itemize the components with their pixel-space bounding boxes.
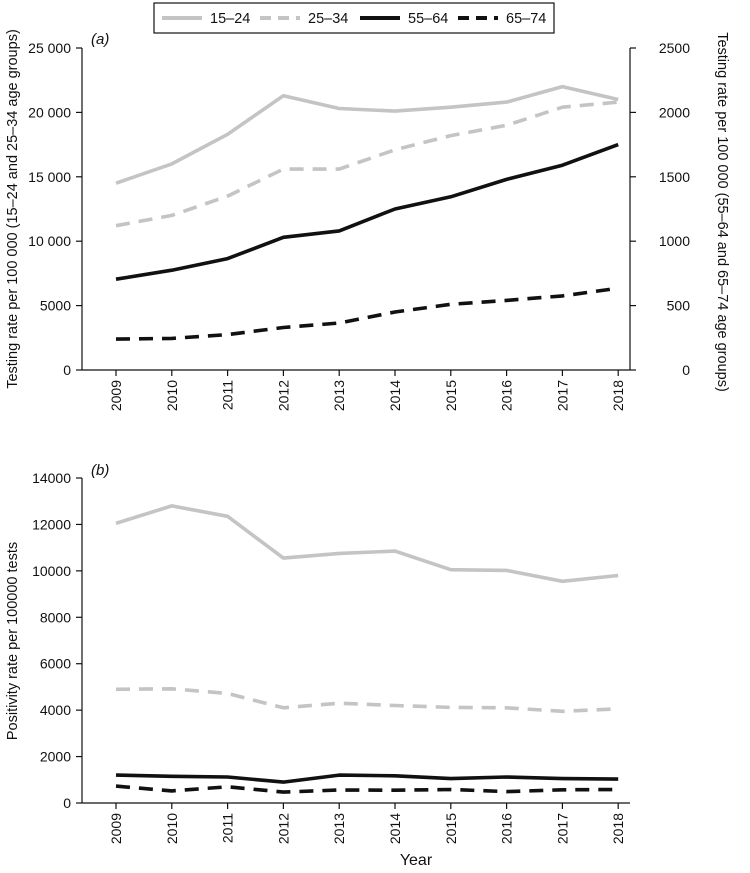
y-tick-label: 2000 xyxy=(40,749,71,765)
legend-label-25-34: 25–34 xyxy=(308,11,348,27)
x-tick-label: 2014 xyxy=(387,380,403,411)
x-tick-label: 2016 xyxy=(499,813,515,844)
y-tick-label: 0 xyxy=(63,795,71,811)
x-tick-label: 2018 xyxy=(610,813,626,844)
y-tick-label: 10 000 xyxy=(28,233,71,249)
y2-tick-label: 1000 xyxy=(659,233,690,249)
panel-a-series xyxy=(115,84,619,341)
y-tick-label: 15 000 xyxy=(28,169,71,185)
panel-b-label: (b) xyxy=(91,462,109,479)
x-tick-label: 2012 xyxy=(275,813,291,844)
panel-b-series xyxy=(115,504,619,794)
y2-tick-label: 2000 xyxy=(659,104,690,120)
x-tick-label: 2017 xyxy=(554,813,570,844)
x-tick-label: 2017 xyxy=(554,380,570,411)
y2-tick-label: 500 xyxy=(667,298,691,314)
legend-box xyxy=(153,2,555,34)
x-tick-label: 2013 xyxy=(331,813,347,844)
series-line-15-24 xyxy=(115,504,619,584)
panel-b-x-axis-title: Year xyxy=(400,852,433,869)
panel-b: (b) Positivity rate per 100000 tests Yea… xyxy=(5,462,630,869)
series-line-55-64 xyxy=(115,142,619,281)
series-line-65-74 xyxy=(115,784,619,794)
legend-label-55-64: 55–64 xyxy=(408,11,448,27)
y-tick-label: 4000 xyxy=(40,702,71,718)
y-tick-label: 6000 xyxy=(40,656,71,672)
x-tick-label: 2015 xyxy=(443,380,459,411)
series-line-25-34 xyxy=(115,100,619,228)
y-tick-label: 14000 xyxy=(32,470,71,486)
y2-tick-label: 0 xyxy=(682,362,690,378)
series-line-55-64 xyxy=(115,773,619,784)
panel-a-y2-axis-title: Testing rate per 100 000 (55–64 and 65–7… xyxy=(714,32,730,392)
series-line-15-24 xyxy=(115,84,619,185)
x-tick-label: 2010 xyxy=(164,813,180,844)
panel-b-ticks: 0 2000 4000 6000 8000 10000 12000 14000 2009 2010… xyxy=(32,470,626,844)
y-tick-label: 20 000 xyxy=(28,104,71,120)
x-tick-label: 2012 xyxy=(275,380,291,411)
y-tick-label: 25 000 xyxy=(28,40,71,56)
y-tick-label: 8000 xyxy=(40,609,71,625)
y-tick-label: 5000 xyxy=(40,298,71,314)
x-tick-label: 2016 xyxy=(499,380,515,411)
legend-label-65-74: 65–74 xyxy=(506,11,546,27)
x-tick-label: 2018 xyxy=(610,380,626,411)
series-line-25-34 xyxy=(115,686,619,714)
legend: 15–24 25–34 55–64 65–74 xyxy=(153,2,555,34)
panel-a-ticks: 0 5000 10 000 15 000 20 000 25 000 0 500 1000 150… xyxy=(28,40,690,411)
y-tick-label: 0 xyxy=(63,362,71,378)
x-tick-label: 2013 xyxy=(331,380,347,411)
x-tick-label: 2014 xyxy=(387,813,403,844)
x-tick-label: 2009 xyxy=(108,813,124,844)
panel-a: (a) Testing rate per 100 000 (15–24 and … xyxy=(5,29,730,411)
x-tick-label: 2009 xyxy=(108,380,124,411)
series-line-65-74 xyxy=(115,286,619,341)
legend-label-15-24: 15–24 xyxy=(210,11,250,27)
x-tick-label: 2011 xyxy=(220,813,236,843)
x-tick-label: 2011 xyxy=(220,380,236,410)
panel-a-y-axis-title: Testing rate per 100 000 (15–24 and 25–3… xyxy=(5,29,21,389)
x-tick-label: 2015 xyxy=(443,813,459,844)
panel-b-y-axis-title: Positivity rate per 100000 tests xyxy=(5,542,21,740)
y2-tick-label: 2500 xyxy=(659,40,690,56)
x-tick-label: 2010 xyxy=(164,380,180,411)
y2-tick-label: 1500 xyxy=(659,169,690,185)
y-tick-label: 12000 xyxy=(32,516,71,532)
panel-a-label: (a) xyxy=(91,31,109,48)
y-tick-label: 10000 xyxy=(32,563,71,579)
